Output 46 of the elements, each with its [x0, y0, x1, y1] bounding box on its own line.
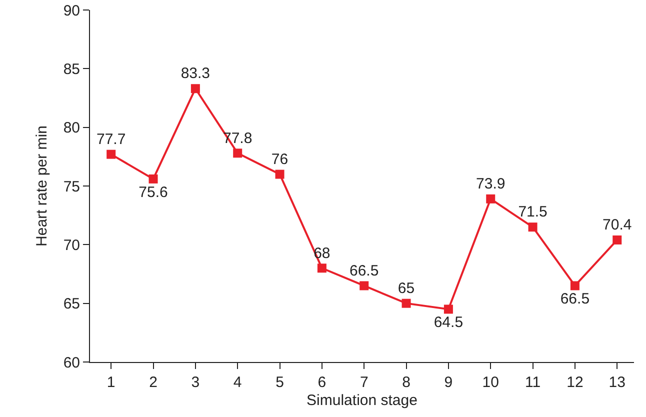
y-tick-label: 85	[63, 60, 80, 78]
x-axis-title: Simulation stage	[306, 392, 418, 409]
point	[360, 281, 369, 290]
data-label: 71.5	[518, 204, 548, 221]
x-tick-label: 5	[276, 374, 284, 391]
point	[190, 84, 200, 94]
y-tick-label: 90	[63, 2, 80, 20]
data-label: 75.6	[138, 184, 168, 201]
y-tick-label: 65	[63, 296, 80, 313]
y-tick-label: 75	[63, 178, 80, 196]
x-tick-label: 13	[608, 374, 626, 391]
data-label: 64.5	[434, 314, 464, 332]
x-tick-label: 3	[191, 374, 200, 391]
x-tick-label: 7	[360, 374, 368, 391]
y-axis-title: Heart rate per min	[34, 126, 51, 246]
point	[402, 298, 411, 308]
point	[528, 222, 538, 232]
x-tick-label: 2	[149, 374, 158, 391]
x-tick-label: 11	[525, 374, 541, 391]
data-label: 70.4	[602, 216, 632, 234]
x-tick-label: 8	[402, 374, 410, 391]
x-tick-label: 9	[444, 374, 453, 391]
y-tick-label: 80	[63, 120, 80, 137]
point	[317, 264, 326, 273]
data-label: 66.5	[350, 262, 379, 280]
y-tick-label: 70	[63, 236, 80, 254]
x-tick-label: 12	[566, 374, 584, 391]
x-tick-label: 1	[106, 374, 116, 391]
point	[444, 304, 453, 314]
point	[570, 281, 580, 290]
point	[106, 150, 116, 159]
data-label: 66.5	[560, 290, 590, 308]
data-label: 65	[398, 280, 415, 297]
data-label: 83.3	[180, 65, 210, 82]
y-tick-label: 60	[63, 354, 80, 372]
data-label: 73.9	[476, 176, 506, 193]
data-label: 76	[271, 150, 288, 168]
data-label: 77.7	[96, 130, 126, 148]
point	[275, 170, 284, 179]
x-tick-label: 10	[482, 374, 499, 391]
x-tick-label: 4	[233, 374, 242, 391]
x-tick-label: 6	[318, 374, 326, 391]
point	[233, 148, 242, 158]
point	[148, 174, 158, 184]
point	[486, 194, 496, 204]
point	[612, 235, 622, 244]
